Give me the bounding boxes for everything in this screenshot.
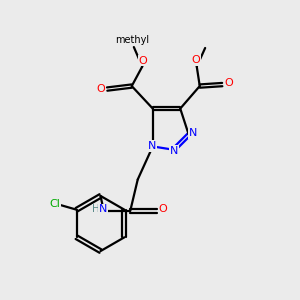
Text: O: O — [139, 56, 148, 66]
Text: H: H — [92, 204, 100, 214]
Text: O: O — [224, 78, 233, 88]
Text: O: O — [191, 55, 200, 65]
Text: N: N — [148, 141, 156, 151]
Text: methyl: methyl — [115, 34, 149, 45]
Text: Cl: Cl — [49, 199, 60, 209]
Text: N: N — [189, 128, 197, 138]
Text: O: O — [96, 84, 105, 94]
Text: O: O — [159, 204, 168, 214]
Text: N: N — [170, 146, 178, 156]
Text: N: N — [99, 204, 107, 214]
